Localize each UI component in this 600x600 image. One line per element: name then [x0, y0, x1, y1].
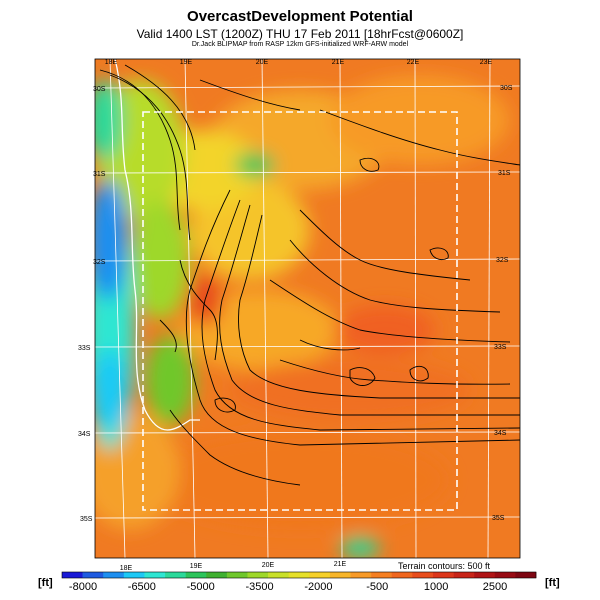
- lat-label-left: 35S: [80, 516, 93, 523]
- lat-label-right: 35S: [492, 515, 505, 522]
- colorbar-swatch: [247, 572, 269, 578]
- lat-lon-grid: [95, 59, 520, 558]
- colorbar-swatch: [82, 572, 104, 578]
- lon-label-top: 23E: [480, 59, 493, 66]
- colorbar-tick-label: -5000: [187, 581, 215, 593]
- colorbar-swatch: [391, 572, 413, 578]
- colorbar-swatch: [62, 572, 83, 578]
- colorbar-swatch: [103, 572, 125, 578]
- colorbar-tick-labels: -8000 -6500 -5000 -3500 -2000 -500 1000 2500: [69, 581, 507, 593]
- colorbar-tick-label: -500: [366, 581, 388, 593]
- colorbar-swatch: [268, 572, 289, 578]
- colorbar-swatch: [350, 572, 372, 578]
- coastline: [114, 59, 200, 431]
- colorbar-swatch: [206, 572, 228, 578]
- map-frame: [94, 58, 521, 559]
- colorbar-swatch: [494, 572, 516, 578]
- lat-label-right: 34S: [494, 430, 507, 437]
- map-subtitle: Valid 1400 LST (1200Z) THU 17 Feb 2011 […: [136, 27, 464, 41]
- colorbar-frame: [61, 571, 537, 579]
- colorbar-tick-label: -8000: [69, 581, 97, 593]
- lon-label-top: 20E: [256, 59, 269, 66]
- colorbar-swatch: [474, 572, 496, 578]
- colorbar-swatch: [309, 572, 331, 578]
- lon-label-bottom: 21E: [334, 561, 347, 568]
- colorbar-swatch: [432, 572, 454, 578]
- lon-label-top: 22E: [407, 59, 420, 66]
- lat-label-right: 33S: [494, 344, 507, 351]
- lat-label-right: 31S: [498, 170, 511, 177]
- grid-labels: 18E 19E 20E 21E 22E 23E 18E 19E 20E 21E …: [78, 59, 513, 572]
- lon-label-bottom: 20E: [262, 562, 275, 569]
- lat-label-left: 30S: [93, 86, 106, 93]
- lon-label-bottom: 18E: [120, 565, 133, 572]
- colorbar-unit-left: [ft]: [38, 577, 53, 589]
- lon-label-top: 21E: [332, 59, 345, 66]
- colorbar-swatch: [185, 572, 207, 578]
- map-credit: Dr.Jack BLIPMAP from RASP 12km GFS-initi…: [191, 41, 409, 48]
- terrain-contours: [99, 64, 520, 486]
- lat-label-left: 31S: [93, 171, 106, 178]
- colorbar: [61, 571, 537, 579]
- colorbar-swatch: [165, 572, 186, 578]
- lat-label-left: 32S: [93, 259, 106, 266]
- lon-label-top: 19E: [180, 59, 193, 66]
- colorbar-swatch: [288, 572, 310, 578]
- lat-label-left: 34S: [78, 431, 91, 438]
- colorbar-unit-right: [ft]: [545, 577, 560, 589]
- colorbar-swatch: [371, 572, 393, 578]
- map-title: OvercastDevelopment Potential: [187, 8, 413, 25]
- field-shading: [95, 59, 520, 558]
- lat-label-right: 30S: [500, 85, 513, 92]
- lat-label-right: 32S: [496, 257, 509, 264]
- colorbar-swatch: [412, 572, 434, 578]
- lon-label-top: 18E: [105, 59, 118, 66]
- colorbar-swatch: [144, 572, 166, 578]
- colorbar-tick-label: 2500: [483, 581, 507, 593]
- lon-label-bottom: 19E: [190, 563, 203, 570]
- colorbar-swatch: [123, 572, 145, 578]
- colorbar-tick-label: -3500: [246, 581, 274, 593]
- lat-label-left: 33S: [78, 345, 91, 352]
- colorbar-swatch: [329, 572, 351, 578]
- colorbar-tick-label: -6500: [128, 581, 156, 593]
- colorbar-tick-label: 1000: [424, 581, 448, 593]
- colorbar-swatch: [453, 572, 475, 578]
- colorbar-swatch: [226, 572, 248, 578]
- terrain-contour-note: Terrain contours: 500 ft: [398, 561, 491, 571]
- domain-outline: [142, 111, 458, 511]
- colorbar-swatch: [515, 572, 537, 578]
- colorbar-tick-label: -2000: [304, 581, 332, 593]
